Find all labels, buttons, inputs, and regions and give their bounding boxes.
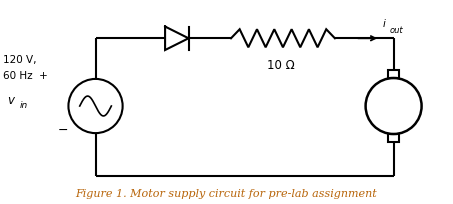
Text: −: − [58, 123, 68, 136]
Text: $v$: $v$ [7, 93, 17, 106]
Text: 120 V,: 120 V, [3, 54, 36, 64]
Text: 10 Ω: 10 Ω [267, 59, 294, 72]
Text: 60 Hz  +: 60 Hz + [3, 71, 48, 81]
Text: $i$: $i$ [382, 17, 387, 29]
Text: out: out [390, 26, 404, 35]
Text: in: in [19, 100, 28, 109]
Text: Figure 1. Motor supply circuit for pre-lab assignment: Figure 1. Motor supply circuit for pre-l… [76, 188, 377, 198]
